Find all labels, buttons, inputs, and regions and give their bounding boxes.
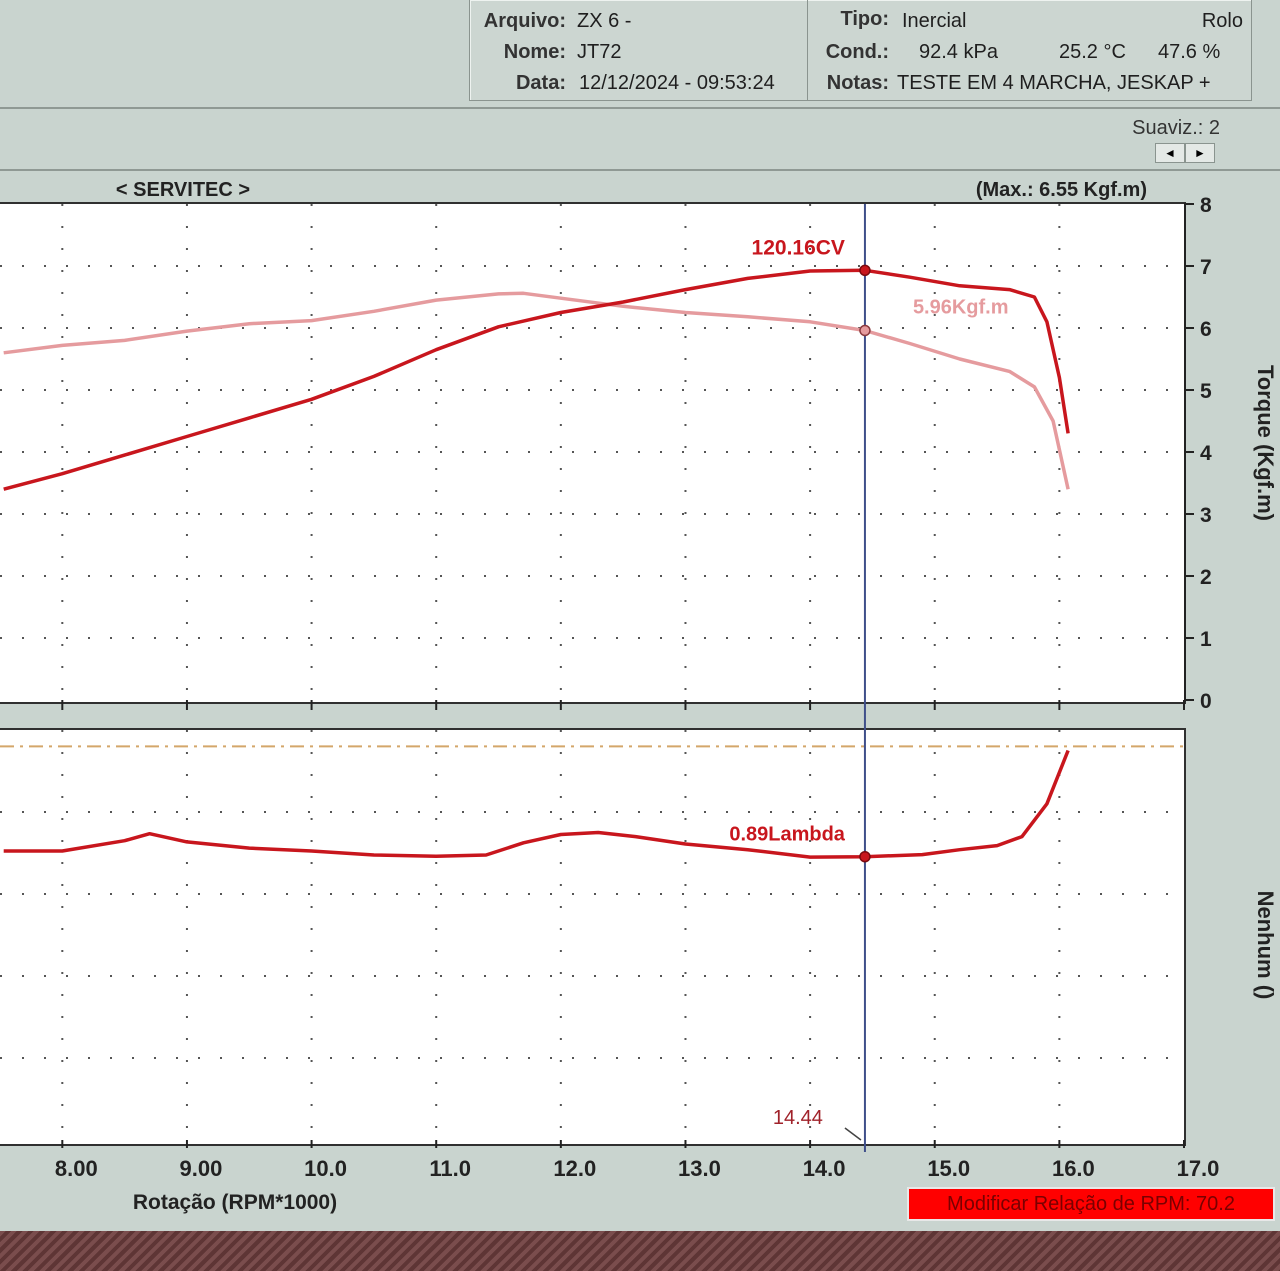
bottom-stripe [0,1231,1280,1271]
chart-max-label: (Max.: 6.55 Kgf.m) [976,179,1147,201]
cond-label: Cond.: [825,41,889,63]
dyno-chart[interactable]: < SERVITEC > (Max.: 6.55 Kgf.m) Rotação … [0,0,1280,1231]
x-tick-label: 10.0 [304,1156,347,1181]
torque-series-line [3,291,1070,490]
y-tick-label-torque: 3 [1200,504,1212,527]
lambda-cursor-point [859,850,871,863]
arquivo-label: Arquivo: [483,10,566,32]
y-tick-label-torque: 5 [1200,380,1212,403]
smoothing-label: Suaviz.: 2 [1132,117,1220,139]
arquivo-value: ZX 6 - [577,10,632,32]
file-info-panel [469,0,1252,101]
toolbar-separator [0,169,1280,171]
nome-label: Nome: [503,41,566,63]
y-tick-label-torque: 4 [1200,442,1212,465]
chart-title: < SERVITEC > [116,179,250,201]
nome-value: JT72 [577,41,622,63]
x-tick-label: 8.00 [55,1156,98,1181]
torque-plot-area[interactable] [0,202,1186,704]
power-cursor-point [859,264,871,277]
cond-humidity: 47.6 % [1158,41,1221,63]
smoothing-increase-button[interactable]: ► [1185,143,1215,163]
y-axis-label-lower: Nenhum () [1253,891,1278,1000]
lambda-value-label: 0.89Lambda [729,824,845,846]
x-tick-label: 13.0 [678,1156,721,1181]
x-tick-label: 9.00 [180,1156,223,1181]
y-tick-label-torque: 6 [1200,318,1212,341]
x-tick-label: 12.0 [553,1156,596,1181]
data-label: Data: [515,72,566,94]
x-tick-label: 11.0 [429,1156,471,1181]
x-tick-label: 14.0 [803,1156,846,1181]
cond-temperature: 25.2 °C [1059,41,1126,63]
cond-pressure: 92.4 kPa [919,41,998,63]
lambda-plot-area[interactable] [0,728,1186,1146]
rpm-ratio-button[interactable]: Modificar Relação de RPM: 70.2 [907,1187,1275,1221]
tipo-extra: Rolo [1201,10,1243,32]
power-series-line [3,268,1070,491]
tipo-label: Tipo: [840,8,889,30]
rpm-cursor-label: 14.44 [773,1107,823,1129]
y-tick-label-torque: 2 [1200,566,1212,589]
header-separator [0,107,1280,109]
data-value: 12/12/2024 - 09:53:24 [579,72,775,94]
notas-label: Notas: [826,72,889,94]
x-tick-label: 17.0 [1177,1156,1220,1181]
y-tick-label-torque: 8 [1200,194,1212,217]
power-value-label: 120.16CV [752,236,845,259]
y-tick-label-torque: 0 [1200,690,1212,713]
tipo-value: Inercial [902,10,967,32]
torque-cursor-point [859,324,871,337]
y-tick-label-torque: 1 [1200,628,1212,651]
torque-value-label: 5.96Kgf.m [913,296,1009,318]
x-axis-label: Rotação (RPM*1000) [133,1191,337,1214]
notas-value: TESTE EM 4 MARCHA, JESKAP + [897,72,1211,94]
y-axis-label-torque: Torque (Kgf.m) [1253,365,1278,521]
file-info-divider [807,0,808,100]
y-tick-label-torque: 7 [1200,256,1212,279]
smoothing-decrease-button[interactable]: ◄ [1155,143,1185,163]
lambda-series-line [3,749,1070,859]
x-tick-label: 16.0 [1052,1156,1095,1181]
x-tick-label: 15.0 [927,1156,970,1181]
rpm-cursor-pointer [844,1127,862,1141]
